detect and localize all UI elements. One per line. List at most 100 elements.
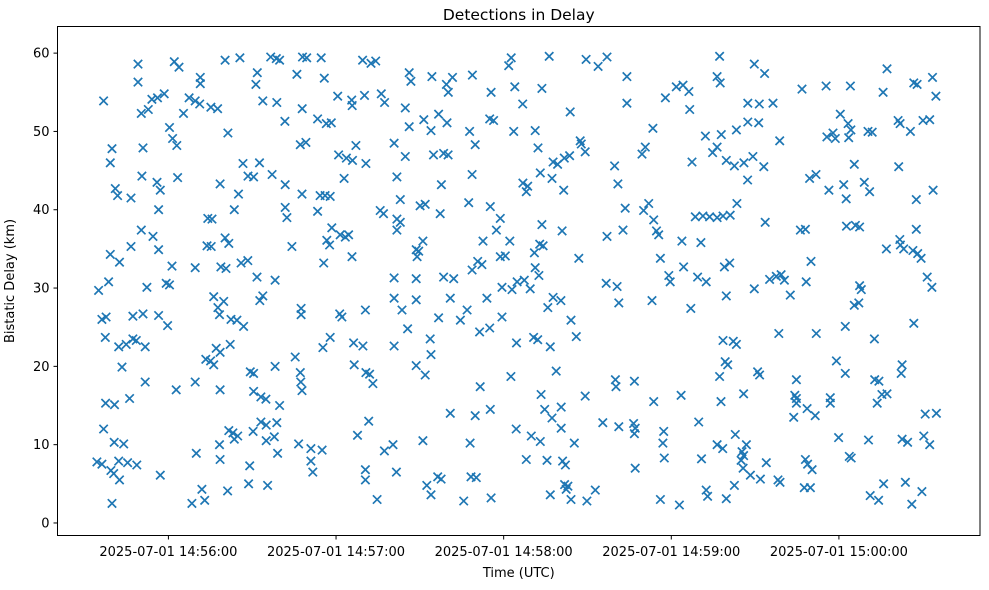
scatter-point [465,438,475,448]
scatter-point [379,97,390,108]
scatter-point [443,87,454,98]
scatter-point [105,157,116,168]
scatter-point [400,151,411,162]
scatter-point [297,189,307,199]
scatter-point [280,179,291,190]
scatter-point [730,429,741,440]
scatter-point [474,327,485,337]
scatter-point [270,361,280,372]
scatter-point [488,115,499,126]
scatter-point [927,282,937,293]
scatter-point [112,190,123,201]
scatter-point [898,244,909,254]
x-axis-label: Time (UTC) [482,566,555,581]
scatter-point [566,494,576,505]
scatter-point [742,98,753,109]
scatter-point [640,142,651,152]
scatter-point [521,454,532,465]
scatter-point [718,335,728,346]
scatter-point [764,274,775,285]
scatter-point [221,263,231,274]
scatter-point [749,283,760,294]
scatter-point [153,244,164,255]
scatter-point [485,201,496,212]
scatter-point [738,388,749,399]
scatter-point [341,153,352,163]
scatter-point [418,114,429,125]
scatter-point [290,352,301,362]
scatter-point [788,412,799,423]
scatter-point [822,132,832,142]
scatter-point [533,143,543,153]
scatter-point [122,457,133,468]
scatter-point [297,103,308,114]
scatter-point [271,417,282,428]
scatter-point [716,129,727,140]
scatter-point [685,303,696,314]
scatter-point [436,179,447,190]
scatter-point [655,253,666,264]
scatter-point [828,128,838,138]
scatter-point [318,258,329,268]
scatter-point [753,117,764,128]
scatter-point [318,342,328,353]
scatter-point [821,81,831,91]
y-tick-label: 60 [33,47,50,62]
scatter-point [462,305,472,315]
x-tick-label: 2025-07-01 14:58:00 [435,545,573,560]
scatter-point [257,96,268,106]
scatter-point [791,398,802,409]
scatter-point [738,450,749,461]
scatter-point [109,437,120,448]
scatter-point [448,273,459,284]
scatter-point [581,54,591,65]
scatter-point [114,475,125,485]
scatter-point [155,185,166,196]
scatter-point [776,269,786,280]
scatter-point [358,341,368,351]
scatter-point [517,99,528,109]
scatter-point [545,341,556,352]
scatter-point [220,55,230,66]
scatter-point [347,100,358,111]
scatter-point [678,262,689,272]
scatter-point [392,225,402,235]
scatter-point [534,270,544,281]
scatter-point [881,244,892,254]
scatter-point [575,135,586,146]
scatter-point [317,445,327,455]
scatter-point [648,123,658,134]
scatter-point [674,500,685,510]
scatter-point [411,273,422,284]
scatter-point [223,128,233,138]
scatter-point [238,321,249,332]
scatter-point [402,323,413,334]
scatter-point [312,206,323,217]
scatter-point [412,251,422,262]
scatter-point [467,70,478,80]
scatter-point [282,212,292,223]
scatter-point [638,205,649,216]
scatter-point [580,391,591,401]
scatter-point [105,249,116,260]
scatter-point [530,262,541,273]
scatter-point [518,178,528,188]
scatter-point [470,139,481,150]
scatter-point [411,360,422,371]
scatter-point [425,334,436,344]
scatter-point [561,484,572,495]
scatter-point [441,79,452,90]
scatter-point [124,393,135,404]
scatter-point [660,92,671,103]
scatter-point [878,87,888,98]
scatter-point [593,61,603,72]
scatter-point [215,454,225,465]
scatter-point [810,410,821,421]
scatter-point [538,240,548,251]
scatter-point [271,97,282,108]
scatter-point [791,374,802,385]
scatter-point [500,251,511,261]
scatter-point [802,403,812,414]
